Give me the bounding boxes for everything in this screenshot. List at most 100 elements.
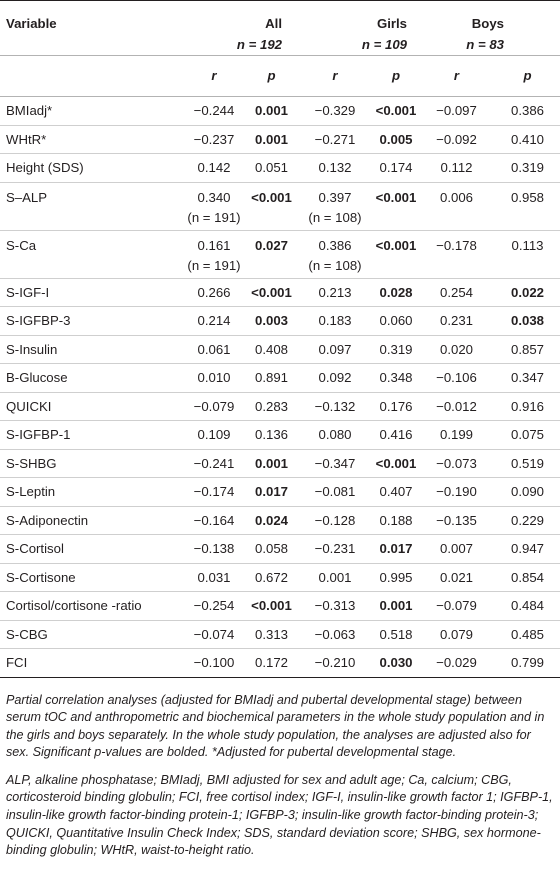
boys-p-cell: 0.038 <box>495 306 560 336</box>
all-r-cell: −0.237 <box>181 125 247 154</box>
boys-p-cell: 0.229 <box>495 506 560 535</box>
girls-r-cell: 0.213 <box>296 278 374 307</box>
girls-p-cell: <0.001 <box>374 449 418 478</box>
boys-r-cell: −0.106 <box>418 363 495 393</box>
boys-p-cell: 0.484 <box>495 591 560 621</box>
boys-r-cell: −0.135 <box>418 506 495 535</box>
girls-r-cell: 0.386 (n = 108) <box>296 230 374 279</box>
boys-r-cell: 0.254 <box>418 278 495 307</box>
blank-subheader <box>0 55 181 97</box>
table-row: WHtR* −0.237 0.001 −0.271 0.005 −0.092 0.410 <box>0 125 560 154</box>
all-r-cell: −0.241 <box>181 449 247 478</box>
group-n: n = 83 <box>466 37 505 52</box>
girls-p-cell: 0.407 <box>374 477 418 507</box>
girls-p-cell: 0.995 <box>374 563 418 592</box>
girls-r-cell: −0.210 <box>296 648 374 678</box>
girls-p-cell: 0.005 <box>374 125 418 154</box>
variable-cell: S-Cortisone <box>0 563 181 592</box>
boys-p-cell: 0.958 <box>495 182 560 231</box>
all-p-cell: 0.003 <box>247 306 296 336</box>
boys-p-cell: 0.410 <box>495 125 560 154</box>
boys-r-cell: 0.079 <box>418 620 495 649</box>
correlation-table: Variable All n = 192 Girls n = 109 Boys … <box>0 0 560 678</box>
table-row: S-Ca 0.161 (n = 191) 0.027 0.386 (n = 108) <0.… <box>0 230 560 279</box>
table-row: Cortisol/cortisone -ratio −0.254 <0.001 −0.… <box>0 591 560 621</box>
boys-p-cell: 0.947 <box>495 534 560 564</box>
p-header-girls: p <box>374 55 418 97</box>
girls-r-cell: −0.081 <box>296 477 374 507</box>
girls-r-cell: −0.271 <box>296 125 374 154</box>
table-row: S-IGFBP-3 0.214 0.003 0.183 0.060 0.231 0.038 <box>0 306 560 336</box>
girls-r-cell: −0.313 <box>296 591 374 621</box>
variable-cell: S–ALP <box>0 182 181 231</box>
all-p-cell: 0.408 <box>247 335 296 364</box>
boys-r-cell: −0.092 <box>418 125 495 154</box>
all-p-cell: 0.672 <box>247 563 296 592</box>
all-r-cell: 0.109 <box>181 420 247 450</box>
boys-r-cell: −0.190 <box>418 477 495 507</box>
all-p-cell: 0.001 <box>247 449 296 478</box>
girls-r-cell: −0.231 <box>296 534 374 564</box>
girls-r-cell: 0.132 <box>296 153 374 183</box>
all-r-cell: −0.254 <box>181 591 247 621</box>
variable-cell: BMIadj* <box>0 96 181 126</box>
all-r-cell: −0.164 <box>181 506 247 535</box>
boys-r-cell: 0.021 <box>418 563 495 592</box>
all-r-cell: 0.010 <box>181 363 247 393</box>
girls-p-cell: 0.188 <box>374 506 418 535</box>
girls-p-cell: 0.017 <box>374 534 418 564</box>
all-p-cell: 0.017 <box>247 477 296 507</box>
group-name: All <box>265 16 282 31</box>
table-row: QUICKI −0.079 0.283 −0.132 0.176 −0.012 0.916 <box>0 392 560 421</box>
boys-r-cell: 0.199 <box>418 420 495 450</box>
all-r-cell: −0.138 <box>181 534 247 564</box>
girls-r-cell: −0.063 <box>296 620 374 649</box>
girls-p-cell: 0.030 <box>374 648 418 678</box>
boys-p-cell: 0.857 <box>495 335 560 364</box>
table-row: S-Adiponectin −0.164 0.024 −0.128 0.188 −0.13… <box>0 506 560 535</box>
boys-p-cell: 0.854 <box>495 563 560 592</box>
all-p-cell: 0.027 <box>247 230 296 279</box>
all-r-cell: −0.074 <box>181 620 247 649</box>
girls-p-cell: 0.518 <box>374 620 418 649</box>
group-header-all: All n = 192 <box>181 0 296 56</box>
all-r-cell: 0.061 <box>181 335 247 364</box>
boys-r-cell: 0.231 <box>418 306 495 336</box>
girls-r-cell: 0.092 <box>296 363 374 393</box>
table-caption: Partial correlation analyses (adjusted f… <box>6 692 545 760</box>
table-row: S-IGFBP-1 0.109 0.136 0.080 0.416 0.199 0.075 <box>0 420 560 450</box>
table-row: S-Cortisol −0.138 0.058 −0.231 0.017 0.007 0.9… <box>0 534 560 564</box>
table-row: FCI −0.100 0.172 −0.210 0.030 −0.029 0.799 <box>0 648 560 678</box>
table-abbreviations: ALP, alkaline phosphatase; BMIadj, BMI a… <box>6 772 553 858</box>
table-row: S-Leptin −0.174 0.017 −0.081 0.407 −0.190 0.09… <box>0 477 560 507</box>
boys-r-cell: 0.020 <box>418 335 495 364</box>
all-r-cell: −0.174 <box>181 477 247 507</box>
table-row: S-Cortisone 0.031 0.672 0.001 0.995 0.021 0.85… <box>0 563 560 592</box>
r-value: 0.340 <box>197 189 231 205</box>
girls-r-cell: −0.329 <box>296 96 374 126</box>
table-body: BMIadj* −0.244 0.001 −0.329 <0.001 −0.097 0.38… <box>0 96 560 678</box>
boys-r-cell: −0.178 <box>418 230 495 279</box>
boys-p-cell: 0.386 <box>495 96 560 126</box>
all-p-cell: 0.891 <box>247 363 296 393</box>
r-value: 0.386 <box>318 237 352 253</box>
table-row: S–ALP 0.340 (n = 191) <0.001 0.397 (n = 108) <… <box>0 182 560 231</box>
r-value: 0.397 <box>318 189 352 205</box>
boys-r-cell: 0.007 <box>418 534 495 564</box>
variable-header: Variable <box>0 0 181 56</box>
group-header-boys: Boys n = 83 <box>418 0 560 56</box>
boys-r-cell: −0.079 <box>418 591 495 621</box>
all-p-cell: <0.001 <box>247 278 296 307</box>
variable-cell: S-Ca <box>0 230 181 279</box>
n-value: (n = 191) <box>187 257 241 273</box>
group-header-girls: Girls n = 109 <box>296 0 418 56</box>
table-row: Height (SDS) 0.142 0.051 0.132 0.174 0.112 0.3… <box>0 153 560 183</box>
variable-cell: S-IGFBP-1 <box>0 420 181 450</box>
group-n: n = 109 <box>361 37 407 52</box>
boys-r-cell: −0.073 <box>418 449 495 478</box>
variable-cell: Cortisol/cortisone -ratio <box>0 591 181 621</box>
boys-p-cell: 0.485 <box>495 620 560 649</box>
variable-cell: S-IGF-I <box>0 278 181 307</box>
variable-cell: QUICKI <box>0 392 181 421</box>
all-r-cell: 0.142 <box>181 153 247 183</box>
